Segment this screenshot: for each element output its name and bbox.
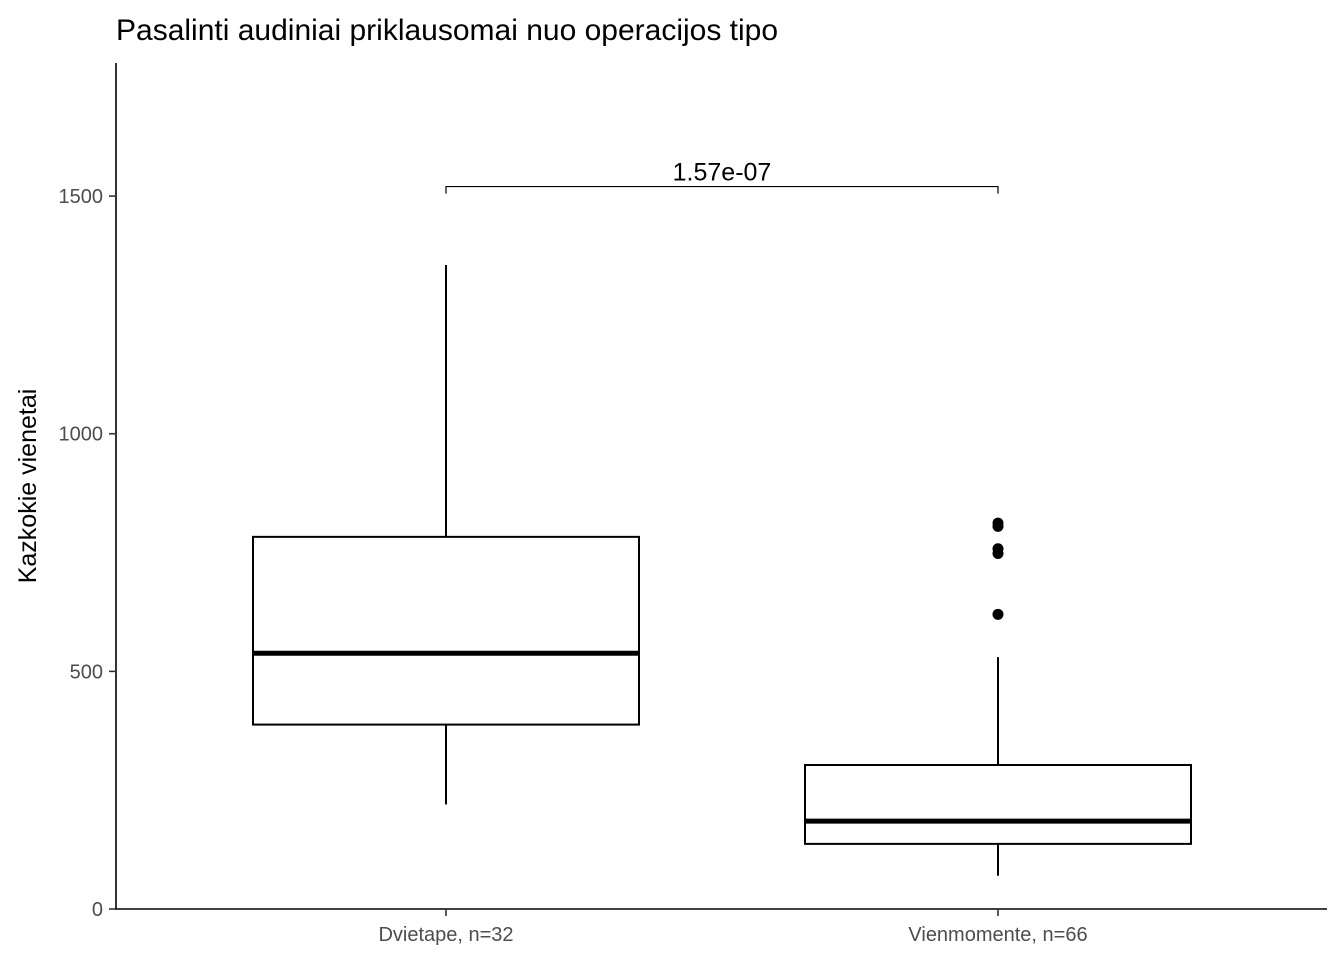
x-tick-label: Vienmomente, n=66 [908, 924, 1087, 946]
y-tick-label: 1000 [59, 424, 104, 446]
outlier-point [992, 608, 1004, 620]
outlier-point [992, 543, 1004, 555]
y-axis-title: Kazkokie vienetai [14, 389, 42, 584]
outlier-point [992, 517, 1004, 529]
chart-title: Pasalinti audiniai priklausomai nuo oper… [116, 14, 778, 47]
significance-bracket [445, 185, 999, 194]
y-tick-label: 500 [70, 661, 103, 683]
box-iqr [804, 763, 1192, 845]
y-tick-label: 0 [92, 899, 103, 921]
box-iqr [252, 535, 640, 726]
x-tick-label: Dvietape, n=32 [378, 924, 513, 946]
y-tick-label: 1500 [59, 186, 104, 208]
p-value-label: 1.57e-07 [673, 159, 772, 187]
plot-layer: 0 500 1000 1500 Dvietape, n=32 Vienmomente, n… [59, 159, 1192, 946]
